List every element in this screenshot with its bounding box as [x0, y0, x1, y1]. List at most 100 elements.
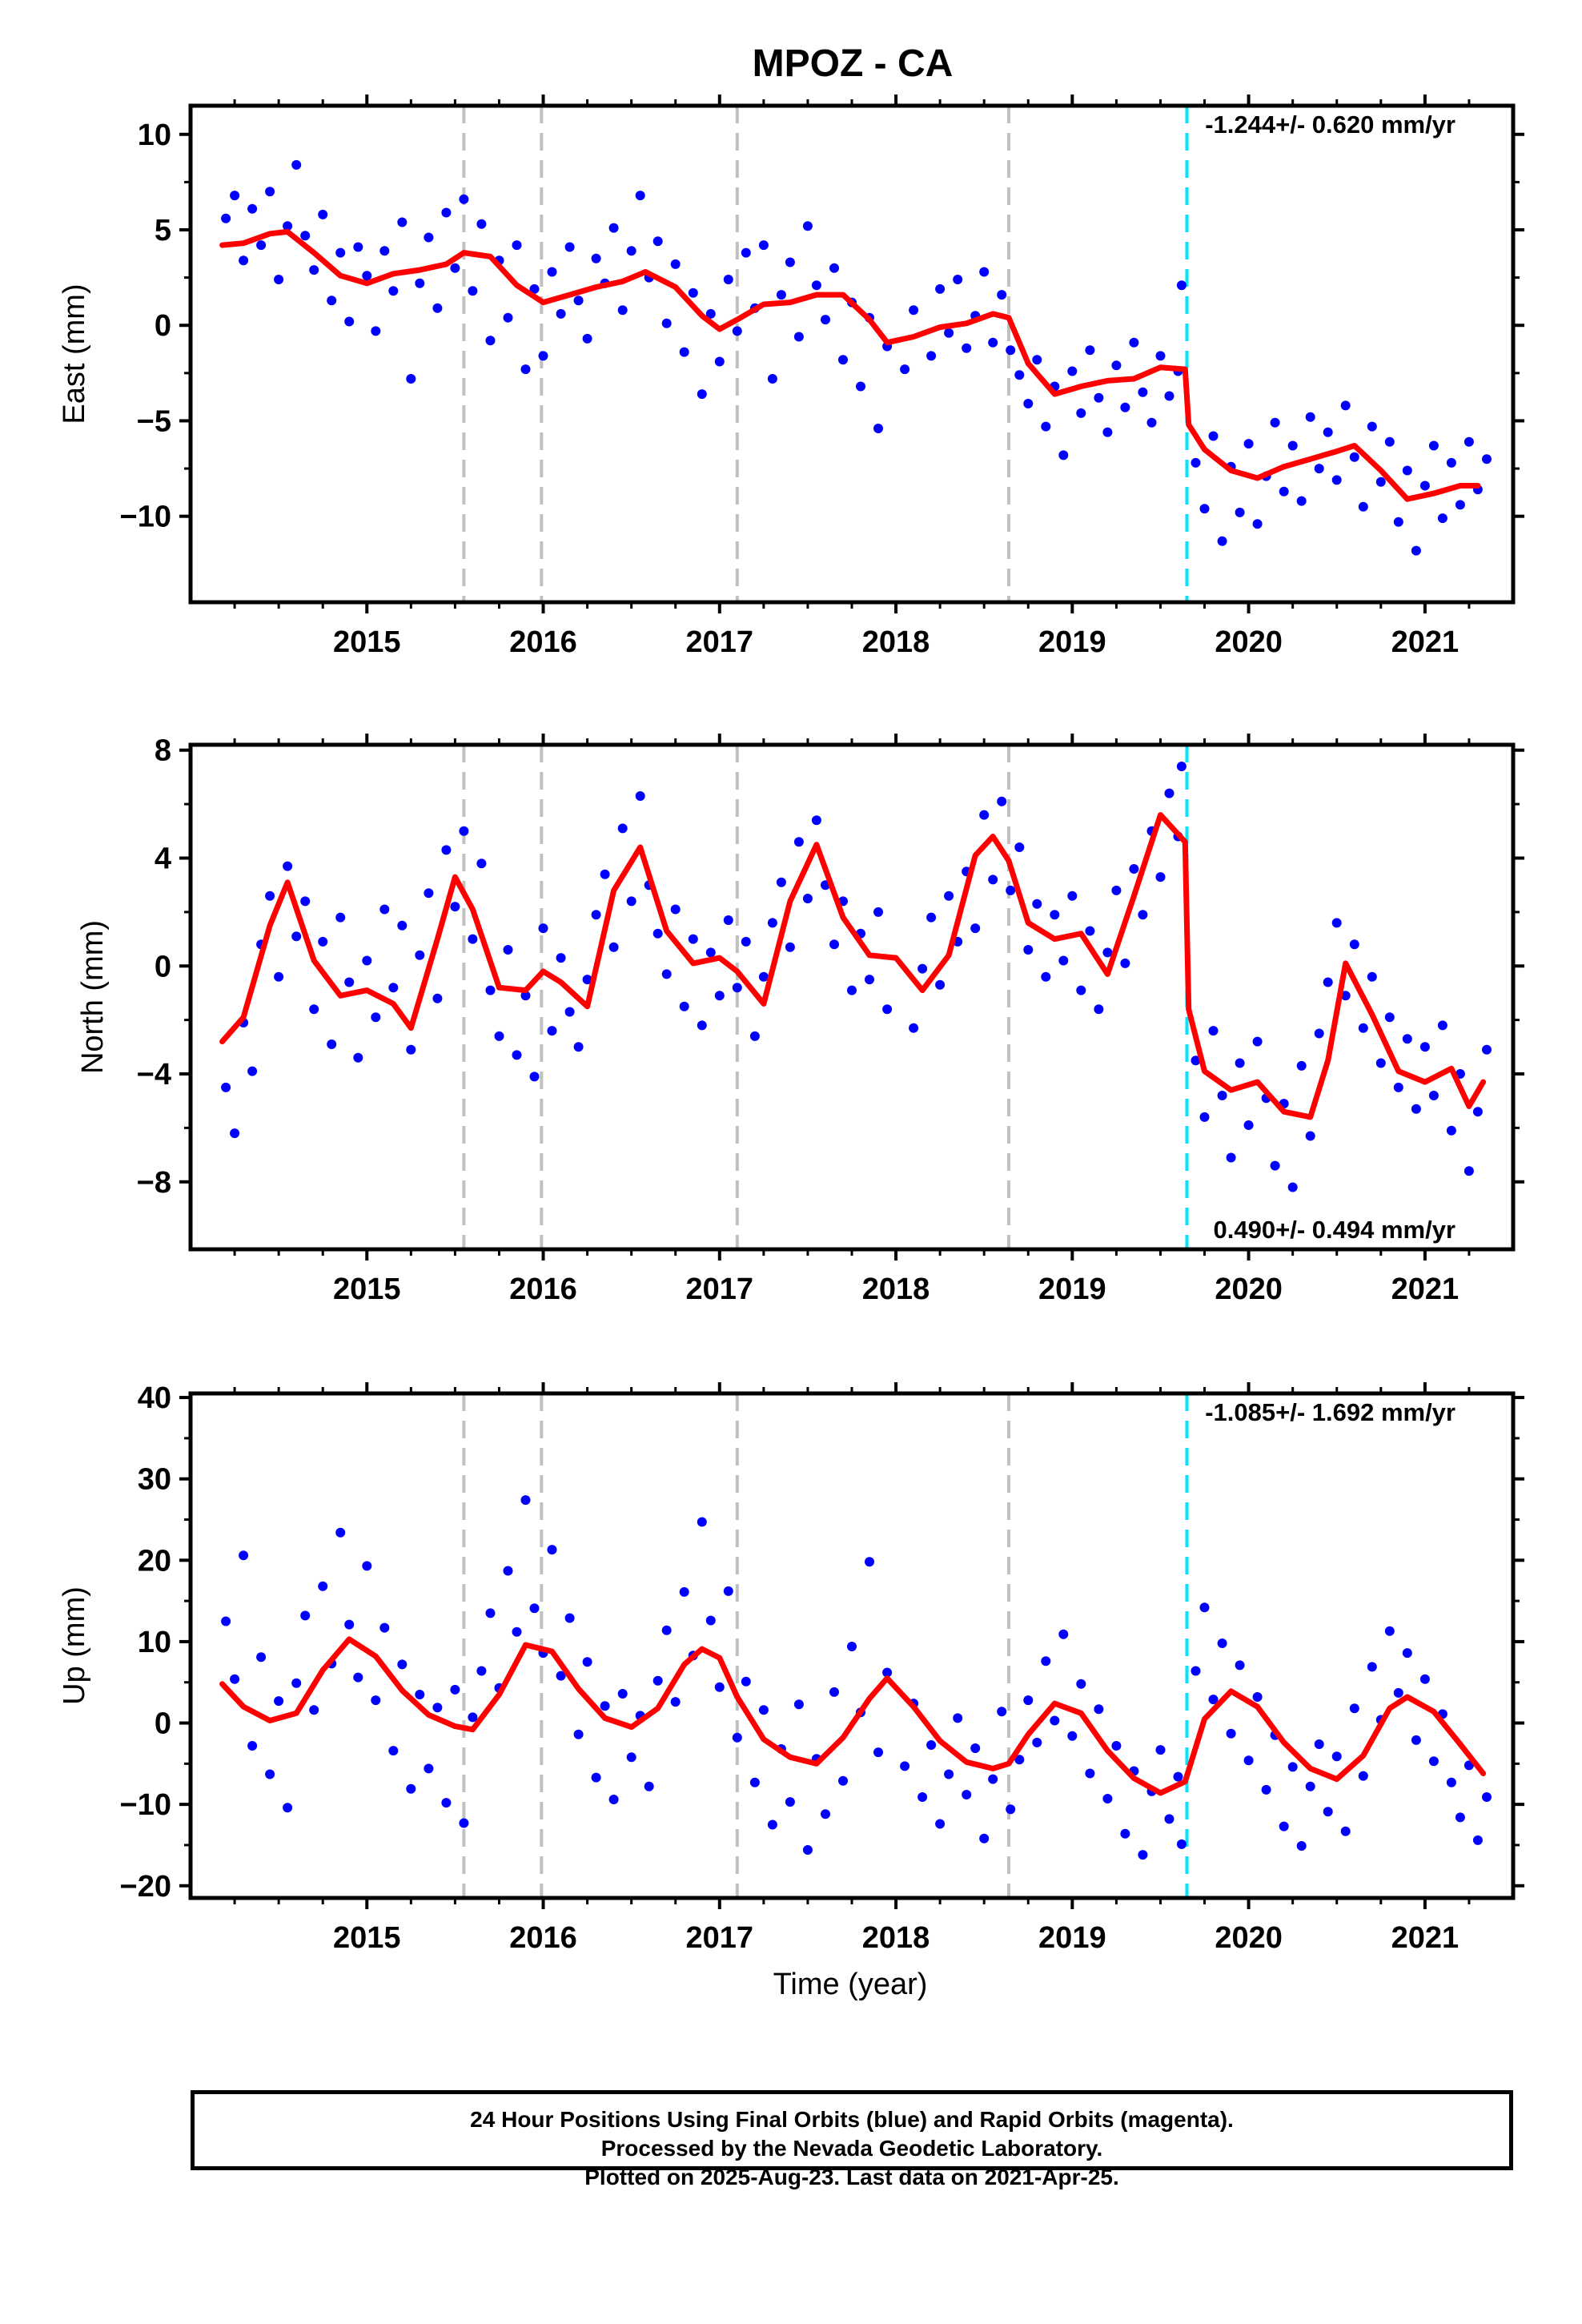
data-point	[432, 303, 443, 313]
data-point	[1437, 513, 1447, 524]
data-point	[1050, 910, 1060, 920]
x-tick-label: 2020	[1215, 1921, 1283, 1955]
data-point	[520, 991, 531, 1001]
y-tick-label: 10	[138, 119, 171, 152]
data-point	[600, 1701, 610, 1711]
x-tick-label: 2017	[686, 1273, 754, 1306]
data-point	[362, 271, 372, 281]
data-point	[1164, 788, 1174, 798]
data-point	[679, 347, 689, 357]
data-point	[635, 191, 645, 201]
data-point	[811, 815, 821, 826]
data-point	[758, 240, 769, 251]
data-point	[829, 939, 839, 950]
data-point	[670, 259, 681, 269]
x-tick-label: 2017	[686, 625, 754, 659]
data-point	[1472, 1107, 1483, 1117]
data-point	[538, 351, 548, 361]
data-point	[988, 1774, 998, 1784]
data-point	[424, 888, 434, 899]
data-point	[1076, 985, 1086, 995]
data-point	[1314, 1028, 1324, 1039]
data-point	[406, 1044, 416, 1055]
data-point	[450, 263, 460, 273]
data-point	[935, 979, 946, 990]
data-point	[1358, 1023, 1368, 1033]
data-point	[802, 1845, 813, 1855]
data-point	[626, 246, 636, 256]
data-point	[1173, 1771, 1183, 1782]
data-point	[741, 1676, 751, 1687]
data-point	[1287, 440, 1298, 451]
y-tick-label: 5	[155, 214, 171, 247]
data-point	[397, 217, 408, 227]
y-tick-label: 20	[138, 1544, 171, 1578]
data-point	[1006, 345, 1016, 356]
data-point	[547, 1545, 557, 1555]
data-point	[688, 934, 698, 944]
data-point	[265, 891, 275, 901]
data-point	[979, 267, 990, 277]
fit-line	[219, 228, 1481, 502]
data-point	[1217, 1091, 1227, 1100]
data-point	[283, 221, 293, 231]
data-point	[617, 823, 628, 834]
data-point	[520, 364, 531, 375]
data-point	[1235, 507, 1245, 517]
data-point	[564, 1613, 575, 1623]
data-point	[1217, 536, 1227, 546]
data-point	[1111, 1741, 1122, 1751]
data-point	[1014, 842, 1025, 852]
data-point	[230, 191, 240, 201]
y-axis-label: Up (mm)	[58, 1586, 91, 1705]
data-point	[371, 1012, 381, 1023]
data-point	[485, 336, 496, 346]
data-point	[291, 1678, 302, 1688]
data-point	[1129, 864, 1139, 874]
data-point	[608, 223, 619, 233]
data-point	[679, 1001, 689, 1011]
data-point	[793, 332, 804, 342]
data-point	[1384, 436, 1395, 447]
data-point	[1199, 1602, 1210, 1613]
data-point	[705, 947, 716, 958]
data-point	[988, 875, 998, 885]
data-point	[547, 1026, 557, 1036]
data-point	[441, 845, 452, 855]
data-point	[239, 1550, 249, 1561]
data-point	[1085, 345, 1095, 356]
data-point	[1094, 392, 1104, 403]
data-point	[1446, 1125, 1456, 1136]
data-point	[1176, 762, 1186, 771]
data-point	[785, 257, 795, 267]
data-point	[1296, 1060, 1307, 1071]
data-point	[661, 969, 672, 979]
data-point	[529, 283, 540, 294]
data-point	[371, 326, 381, 336]
y-tick-label: 8	[155, 734, 171, 768]
x-tick-label: 2019	[1038, 1273, 1106, 1306]
data-point	[758, 971, 769, 982]
caption-line-2: Processed by the Nevada Geodetic Laborat…	[600, 2136, 1103, 2161]
data-point	[1067, 891, 1078, 901]
x-tick-label: 2019	[1038, 1921, 1106, 1955]
data-point	[847, 1642, 857, 1651]
data-point	[1120, 402, 1130, 412]
data-point	[1279, 1821, 1289, 1831]
data-point	[1252, 519, 1263, 529]
data-point	[1094, 1704, 1104, 1715]
data-point	[1176, 280, 1186, 291]
data-point	[459, 194, 469, 204]
data-point	[459, 826, 469, 836]
data-point	[1331, 475, 1342, 485]
data-point	[1464, 1166, 1474, 1176]
data-point	[1375, 1058, 1386, 1068]
data-point	[1252, 1692, 1263, 1702]
data-point	[1058, 450, 1069, 460]
data-point	[564, 242, 575, 252]
y-tick-label: −5	[137, 404, 171, 438]
data-point	[1482, 454, 1492, 464]
data-point	[573, 1042, 584, 1052]
data-point	[379, 246, 390, 256]
data-point	[652, 1675, 663, 1686]
